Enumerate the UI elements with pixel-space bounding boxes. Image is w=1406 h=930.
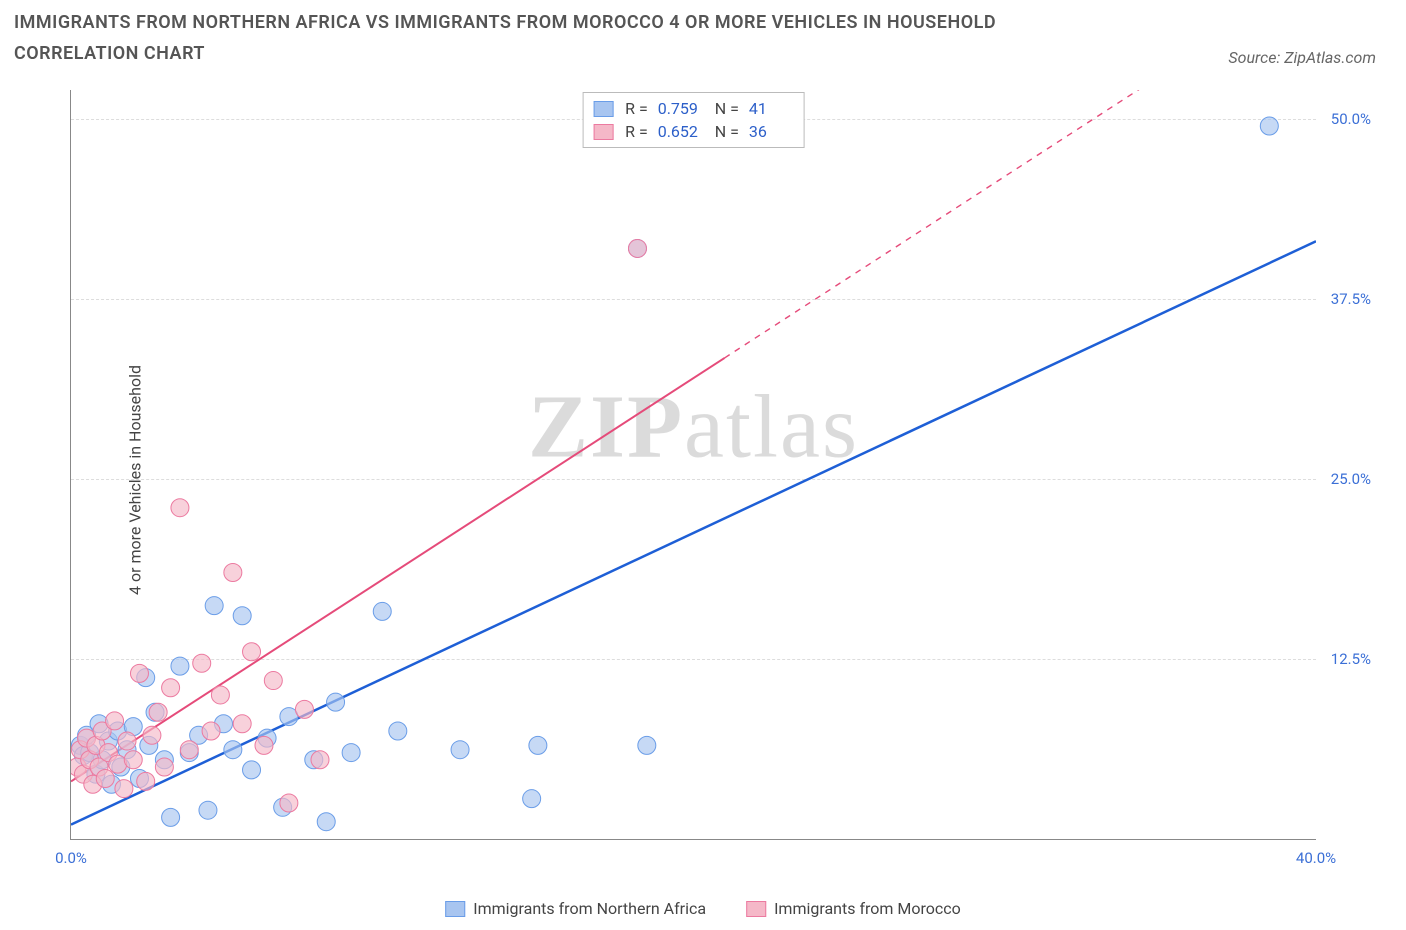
x-tick-label: 40.0% — [1296, 849, 1336, 867]
stats-row-series-2: R = 0.652 N = 36 — [593, 120, 794, 143]
y-tick-label: 12.5% — [1331, 650, 1371, 668]
plot-area: ZIPatlas R = 0.759 N = 41 R = 0.652 N = … — [70, 90, 1316, 840]
legend-item-2: Immigrants from Morocco — [746, 899, 961, 918]
chart-title: IMMIGRANTS FROM NORTHERN AFRICA VS IMMIG… — [14, 8, 1114, 69]
y-tick-label: 25.0% — [1331, 470, 1371, 488]
stat-n-label-2: N = — [715, 122, 739, 141]
stat-n-label: N = — [715, 99, 739, 118]
stat-r-label-2: R = — [625, 122, 648, 141]
swatch-series-1 — [593, 101, 613, 117]
legend-label-2: Immigrants from Morocco — [774, 899, 961, 918]
stat-r-value-2: 0.652 — [658, 122, 703, 141]
chart-container: 4 or more Vehicles in Household ZIPatlas… — [70, 90, 1376, 870]
stats-row-series-1: R = 0.759 N = 41 — [593, 97, 794, 120]
legend-item-1: Immigrants from Northern Africa — [445, 899, 706, 918]
legend-label-1: Immigrants from Northern Africa — [473, 899, 706, 918]
plot-svg — [71, 90, 1316, 839]
legend-swatch-2 — [746, 901, 766, 917]
stat-n-value-1: 41 — [749, 99, 794, 118]
stats-legend-box: R = 0.759 N = 41 R = 0.652 N = 36 — [582, 92, 805, 148]
legend-bottom: Immigrants from Northern Africa Immigran… — [445, 899, 961, 918]
y-tick-label: 37.5% — [1331, 290, 1371, 308]
x-tick-label: 0.0% — [55, 849, 87, 867]
legend-swatch-1 — [445, 901, 465, 917]
source-attribution: Source: ZipAtlas.com — [1228, 48, 1376, 67]
stat-n-value-2: 36 — [749, 122, 794, 141]
y-tick-label: 50.0% — [1331, 110, 1371, 128]
stat-r-value-1: 0.759 — [658, 99, 703, 118]
swatch-series-2 — [593, 124, 613, 140]
stat-r-label: R = — [625, 99, 648, 118]
